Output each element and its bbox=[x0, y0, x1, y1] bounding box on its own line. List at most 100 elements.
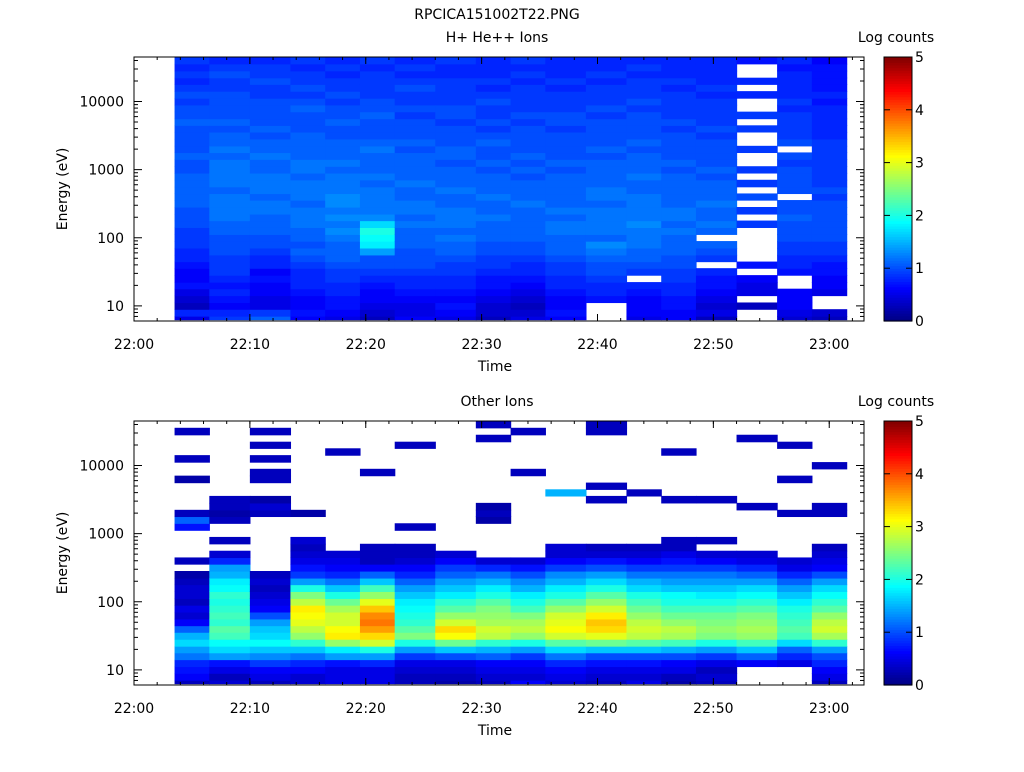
heatmap-cell bbox=[661, 611, 697, 620]
colorbar-swatch bbox=[884, 481, 912, 485]
heatmap-cell bbox=[359, 172, 396, 181]
heatmap-cell bbox=[475, 179, 512, 188]
heatmap-cell bbox=[585, 564, 628, 572]
heatmap-cell bbox=[359, 598, 396, 606]
heatmap-cell bbox=[325, 564, 361, 572]
heatmap-cell bbox=[209, 509, 251, 518]
heatmap-cell bbox=[661, 166, 697, 174]
heatmap-cell bbox=[174, 598, 210, 606]
heatmap-cell bbox=[325, 131, 361, 140]
colorbar-swatch bbox=[884, 521, 912, 525]
colorbar-frame bbox=[883, 56, 913, 322]
heatmap-cell bbox=[435, 145, 477, 154]
colorbar-swatch bbox=[884, 75, 912, 79]
heatmap-cell bbox=[811, 179, 848, 188]
heatmap-cell bbox=[777, 288, 813, 297]
heatmap-cell bbox=[290, 632, 326, 640]
heatmap-cell bbox=[435, 138, 477, 147]
colorbar-swatch bbox=[884, 450, 912, 454]
x-tick-label: 22:30 bbox=[461, 701, 501, 717]
colorbar-swatch bbox=[884, 442, 912, 446]
heatmap-cell bbox=[626, 63, 662, 72]
heatmap-cell bbox=[394, 605, 436, 613]
heatmap-cell bbox=[777, 200, 813, 208]
colorbar: 0 1 2 3 4 5 bbox=[883, 50, 924, 330]
heatmap-cell bbox=[626, 625, 662, 633]
heatmap-cell bbox=[811, 646, 848, 654]
heatmap-cell bbox=[475, 111, 512, 120]
heatmap-cell bbox=[811, 605, 848, 613]
heatmap-cell bbox=[475, 207, 512, 215]
heatmap-cell bbox=[777, 179, 813, 188]
heatmap-cell bbox=[290, 577, 326, 586]
heatmap-cell bbox=[777, 295, 813, 304]
heatmap-cell bbox=[475, 646, 512, 654]
heatmap-cell bbox=[585, 111, 628, 120]
heatmap-cell bbox=[695, 652, 738, 661]
colorbar-label: Log counts bbox=[858, 394, 934, 410]
colorbar-swatch bbox=[884, 191, 912, 195]
heatmap-cell bbox=[249, 254, 292, 263]
panel-title: Other Ions bbox=[460, 394, 533, 410]
heatmap-cell bbox=[585, 427, 628, 436]
colorbar-swatch bbox=[884, 471, 912, 475]
colorbar-swatch bbox=[884, 674, 912, 678]
heatmap-cell bbox=[174, 118, 210, 126]
colorbar-swatch bbox=[884, 663, 912, 668]
heatmap-cell bbox=[249, 646, 292, 654]
heatmap-cell bbox=[394, 543, 436, 552]
heatmap-cell bbox=[777, 509, 813, 518]
heatmap-cell bbox=[777, 611, 813, 620]
colorbar-swatch bbox=[884, 286, 912, 290]
heatmap-cell bbox=[394, 564, 436, 572]
heatmap-cell bbox=[736, 639, 778, 647]
colorbar-swatch bbox=[884, 189, 912, 193]
heatmap-cell bbox=[209, 618, 251, 627]
heatmap-cell bbox=[545, 625, 587, 633]
heatmap-cell bbox=[777, 577, 813, 586]
colorbar-swatch bbox=[884, 305, 912, 309]
heatmap-cell bbox=[249, 261, 292, 269]
heatmap-cell bbox=[736, 591, 778, 599]
heatmap-cell bbox=[811, 131, 848, 140]
heatmap-cell bbox=[475, 268, 512, 276]
heatmap-cell bbox=[475, 84, 512, 92]
colorbar-swatch bbox=[884, 247, 912, 251]
heatmap-cell bbox=[661, 652, 697, 661]
heatmap-cell bbox=[811, 213, 848, 222]
heatmap-cell bbox=[290, 584, 326, 592]
heatmap-cell bbox=[290, 70, 326, 79]
colorbar-swatch bbox=[884, 120, 912, 124]
colorbar-swatch bbox=[884, 624, 912, 628]
heatmap-cell bbox=[290, 618, 326, 627]
y-tick-label: 10000 bbox=[79, 459, 124, 475]
heatmap-cell bbox=[435, 220, 477, 228]
heatmap-cell bbox=[209, 673, 251, 681]
heatmap-cell bbox=[661, 584, 697, 592]
heatmap-cell bbox=[394, 632, 436, 640]
heatmap-cell bbox=[359, 659, 396, 668]
heatmap-cell bbox=[249, 611, 292, 620]
heatmap-cell bbox=[736, 571, 778, 579]
heatmap-cell bbox=[174, 666, 210, 674]
colorbar-swatch bbox=[884, 262, 912, 267]
heatmap-cell bbox=[249, 666, 292, 674]
y-axis-label: Energy (eV) bbox=[55, 148, 71, 231]
heatmap-cell bbox=[209, 104, 251, 113]
heatmap-cell bbox=[359, 70, 396, 79]
colorbar-swatch bbox=[884, 123, 912, 127]
colorbar-swatch bbox=[884, 626, 912, 631]
heatmap-cell bbox=[174, 652, 210, 661]
heatmap-cell bbox=[174, 213, 210, 222]
colorbar-swatch bbox=[884, 115, 912, 119]
heatmap-cell bbox=[777, 659, 813, 668]
heatmap-cell bbox=[736, 166, 778, 174]
heatmap-cell bbox=[249, 427, 292, 436]
heatmap-cell bbox=[626, 152, 662, 160]
heatmap-cell bbox=[585, 261, 628, 269]
heatmap-cell bbox=[435, 125, 477, 133]
heatmap-cell bbox=[585, 70, 628, 79]
heatmap-cell bbox=[174, 591, 210, 599]
heatmap-cell bbox=[394, 207, 436, 215]
heatmap-cell bbox=[626, 302, 662, 310]
